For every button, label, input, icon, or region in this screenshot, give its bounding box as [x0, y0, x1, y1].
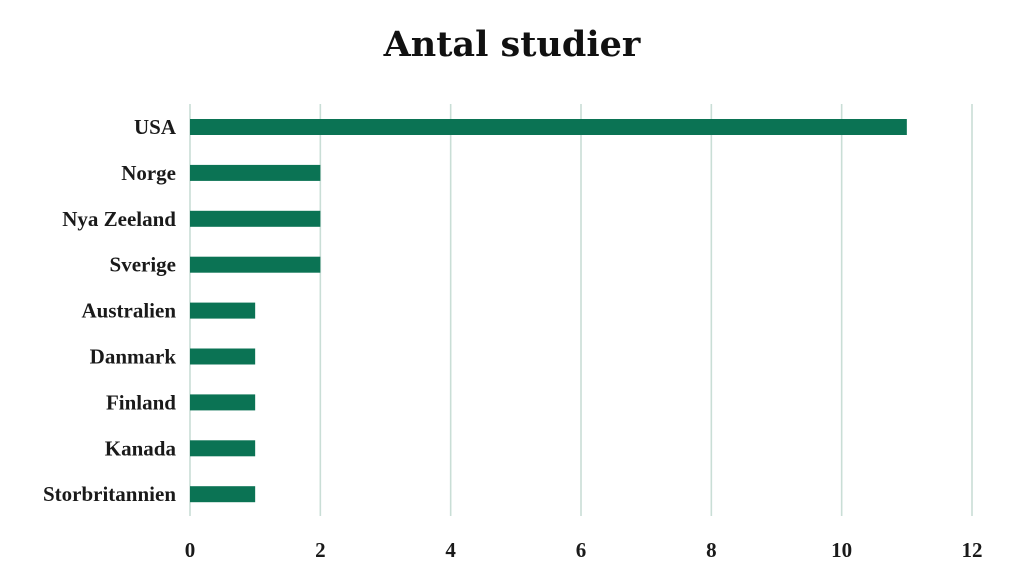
x-tick-label: 2 — [315, 538, 326, 562]
bar-storbritannien — [190, 486, 256, 503]
bar-danmark — [190, 348, 256, 365]
category-label: Australien — [82, 299, 177, 323]
category-label: Kanada — [105, 436, 177, 460]
bar-kanada — [190, 440, 256, 457]
bar-nya-zeeland — [190, 210, 321, 227]
x-tick-label: 6 — [576, 538, 587, 562]
bar-usa — [190, 119, 907, 135]
bar-sverige — [190, 256, 321, 273]
category-label: Storbritannien — [43, 482, 176, 506]
category-label: USA — [134, 115, 177, 139]
bar-norge — [190, 164, 321, 181]
x-tick-label: 8 — [706, 538, 717, 562]
category-label: Danmark — [90, 345, 177, 369]
category-label: Finland — [106, 390, 176, 414]
x-tick-label: 10 — [831, 538, 852, 562]
bar-finland — [190, 394, 256, 411]
category-label: Norge — [121, 161, 176, 185]
x-tick-label: 12 — [962, 538, 983, 562]
category-label: Nya Zeeland — [62, 207, 176, 231]
chart-title: Antal studier — [383, 24, 641, 65]
category-label: Sverige — [110, 253, 176, 277]
x-tick-label: 0 — [185, 538, 196, 562]
bar-australien — [190, 302, 256, 319]
x-tick-label: 4 — [445, 538, 456, 562]
